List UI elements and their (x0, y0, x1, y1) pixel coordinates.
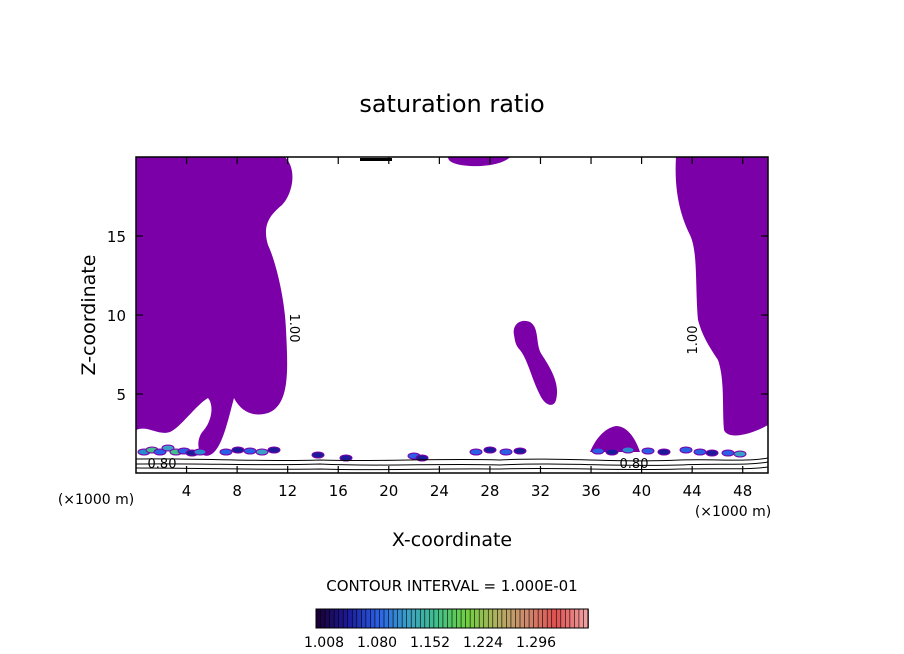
colorbar-frame (315, 608, 589, 629)
speckle-cell (153, 448, 167, 456)
x-tick-label: 40 (632, 482, 651, 500)
plot-area: 1.00 1.00 0.80 0.80 (136, 157, 768, 473)
speckle-cell (311, 451, 325, 459)
colorbar (315, 608, 589, 629)
left-saturated-region (136, 157, 293, 456)
x-tick-label: 4 (182, 482, 192, 500)
speckle-cell (705, 449, 719, 457)
y-tick-label: 5 (116, 386, 126, 404)
chart-title: saturation ratio (359, 90, 544, 118)
x-tick-label: 20 (379, 482, 398, 500)
x-tick-label: 32 (531, 482, 550, 500)
top-center-region (448, 157, 510, 167)
x-tick-label: 8 (232, 482, 242, 500)
x-axis-title: X-coordinate (392, 529, 512, 551)
x-axis-ticks: 4 8 12 16 20 24 28 32 36 40 44 48 (182, 157, 752, 500)
speckle-cell (679, 446, 693, 454)
contour-label-bottom-left: 0.80 (148, 457, 177, 472)
speckle-cell (483, 446, 497, 454)
contour-interval-label: CONTOUR INTERVAL = 1.000E-01 (326, 577, 577, 595)
y-tick-label: 10 (107, 307, 126, 325)
speckle-cell (193, 448, 207, 456)
x-unit-right: (×1000 m) (695, 504, 771, 520)
surface-speckles (137, 444, 747, 462)
y-axis-ticks: 5 10 15 (107, 228, 768, 404)
colorbar-tick-label: 1.296 (516, 635, 556, 651)
speckle-cell (243, 447, 257, 455)
speckle-cell (219, 448, 233, 456)
speckle-cell (605, 448, 619, 456)
colorbar-tick-label: 1.152 (410, 635, 450, 651)
x-tick-label: 16 (329, 482, 348, 500)
contour-label-right: 1.00 (686, 326, 701, 355)
speckle-cell (469, 448, 483, 456)
colorbar-tick-labels: 1.008 1.080 1.152 1.224 1.296 (304, 635, 556, 651)
speckle-cell (231, 446, 245, 454)
speckle-cell (621, 446, 635, 454)
speckle-cell (591, 447, 605, 455)
y-tick-label: 15 (107, 228, 126, 246)
x-unit-left: (×1000 m) (58, 492, 134, 508)
contour-label-bottom-right: 0.80 (620, 457, 649, 472)
colorbar-tick-label: 1.008 (304, 635, 344, 651)
colorbar-tick-label: 1.080 (357, 635, 397, 651)
speckle-cell (161, 444, 175, 452)
x-tick-label: 24 (430, 482, 449, 500)
speckle-cell (499, 448, 513, 456)
speckle-cell (513, 447, 527, 455)
x-tick-label: 28 (480, 482, 499, 500)
right-saturated-region (675, 157, 768, 436)
speckle-cell (267, 446, 281, 454)
near-surface-region (590, 426, 640, 452)
speckle-cell (721, 449, 735, 457)
speckle-cell (733, 450, 747, 458)
x-tick-label: 44 (683, 482, 702, 500)
x-tick-label: 48 (733, 482, 752, 500)
x-tick-label: 36 (581, 482, 600, 500)
colorbar-tick-label: 1.224 (463, 635, 503, 651)
contour-label-left: 1.00 (286, 314, 301, 343)
speckle-cell (693, 448, 707, 456)
mid-center-region (513, 320, 558, 405)
speckle-cell (255, 448, 269, 456)
x-tick-label: 12 (278, 482, 297, 500)
speckle-cell (641, 447, 655, 455)
speckle-cell (339, 454, 353, 462)
y-axis-title: Z-coordinate (78, 255, 100, 376)
speckle-cell (657, 448, 671, 456)
